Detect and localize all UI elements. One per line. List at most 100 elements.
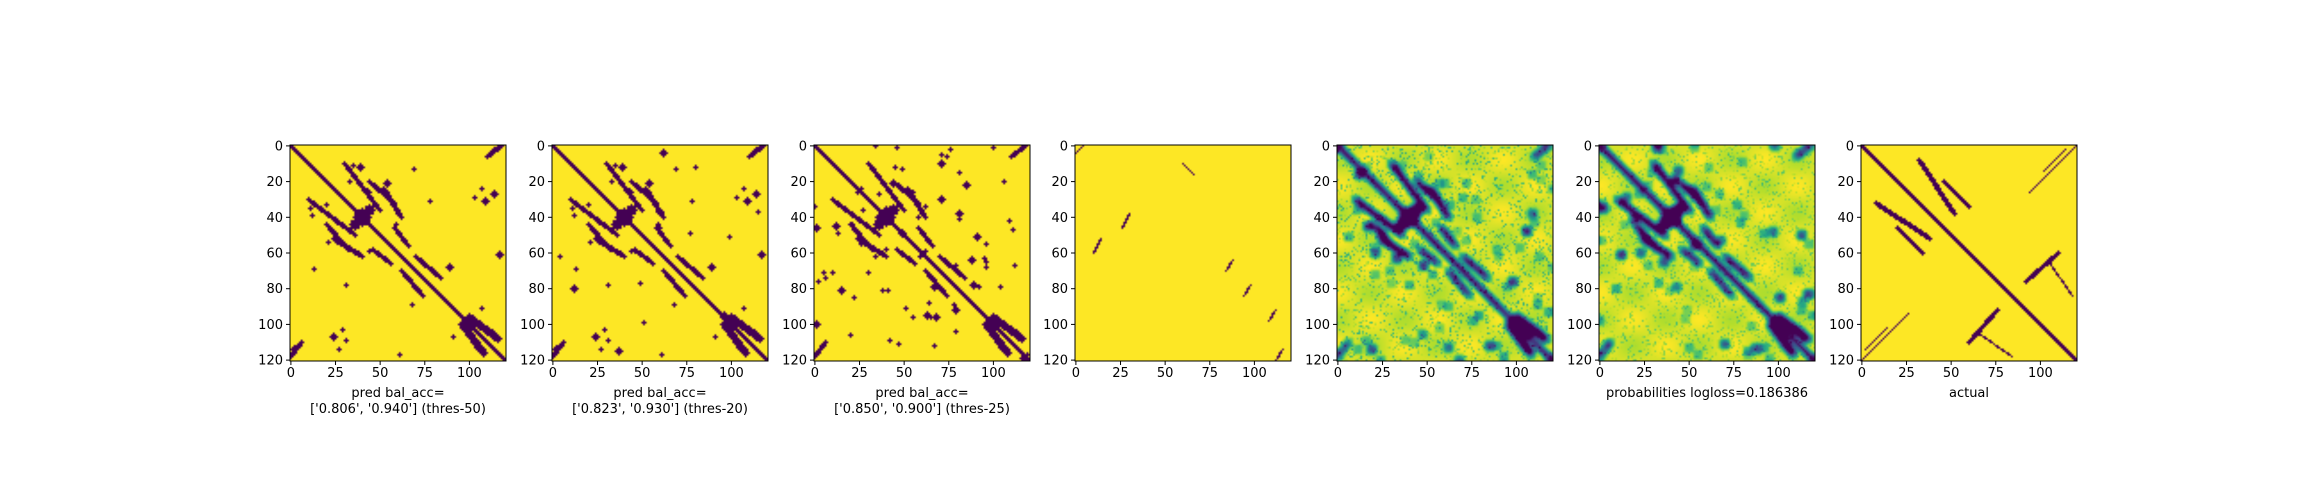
y-tick-label: 60 bbox=[1837, 247, 1854, 262]
heatmap-image-7 bbox=[1861, 145, 2077, 361]
y-tick-label: 20 bbox=[1313, 175, 1330, 190]
x-tick-label: 25 bbox=[589, 366, 606, 381]
x-tick-label: 100 bbox=[1504, 366, 1529, 381]
heatmap-panel-7: 0 25 50 75 100 0 20 40 60 80 100 120 actual bbox=[1829, 139, 2078, 401]
x-axis-label: actual bbox=[1949, 386, 1989, 401]
x-tick-label: 100 bbox=[457, 366, 482, 381]
x-tick-label: 0 bbox=[1072, 366, 1080, 381]
x-axis-label-line: ['0.806', '0.940'] (thres-50) bbox=[310, 402, 486, 417]
y-tick-label: 120 bbox=[1829, 354, 1854, 369]
y-tick-label: 60 bbox=[1313, 247, 1330, 262]
y-tick-label: 60 bbox=[266, 247, 283, 262]
x-axis-label-line: ['0.823', '0.930'] (thres-20) bbox=[572, 402, 748, 417]
x-tick-label: 25 bbox=[1898, 366, 1915, 381]
heatmap-image-5 bbox=[1337, 145, 1553, 361]
y-tick-label: 80 bbox=[1313, 282, 1330, 297]
x-tick-label: 75 bbox=[417, 366, 434, 381]
heatmap-panel-3: 0 25 50 75 100 0 20 40 60 80 100 120 pred bal_acc= ['… bbox=[782, 139, 1031, 417]
y-tick-label: 20 bbox=[528, 175, 545, 190]
y-tick-label: 120 bbox=[782, 354, 807, 369]
y-tick-label: 40 bbox=[1051, 211, 1068, 226]
x-axis-label-line: pred bal_acc= bbox=[875, 386, 968, 401]
heatmap-image-2 bbox=[552, 145, 768, 361]
x-tick-label: 75 bbox=[1202, 366, 1219, 381]
x-axis-label: pred bal_acc= ['0.823', '0.930'] (thres-2… bbox=[572, 386, 748, 417]
y-tick-label: 100 bbox=[1829, 318, 1854, 333]
y-tick-label: 120 bbox=[1305, 354, 1330, 369]
x-tick-label: 50 bbox=[1419, 366, 1436, 381]
y-tick-label: 20 bbox=[1051, 175, 1068, 190]
x-tick-label: 50 bbox=[634, 366, 651, 381]
y-tick-label: 20 bbox=[790, 175, 807, 190]
y-tick-label: 0 bbox=[1846, 139, 1854, 154]
y-tick-label: 40 bbox=[1313, 211, 1330, 226]
y-tick-label: 40 bbox=[528, 211, 545, 226]
y-tick-label: 80 bbox=[1575, 282, 1592, 297]
y-tick-label: 100 bbox=[782, 318, 807, 333]
x-tick-label: 0 bbox=[1596, 366, 1604, 381]
x-axis-label-line: probabilities logloss=0.186386 bbox=[1606, 386, 1808, 401]
x-tick-label: 25 bbox=[1374, 366, 1391, 381]
x-tick-label: 75 bbox=[941, 366, 958, 381]
x-tick-label: 75 bbox=[679, 366, 696, 381]
y-tick-label: 0 bbox=[799, 139, 807, 154]
x-tick-label: 25 bbox=[1112, 366, 1129, 381]
x-axis-label: pred bal_acc= ['0.850', '0.900'] (thres-2… bbox=[834, 386, 1010, 417]
heatmap-panel-2: 0 25 50 75 100 0 20 40 60 80 100 120 pred bal_acc= ['… bbox=[520, 139, 769, 417]
y-tick-label: 100 bbox=[1305, 318, 1330, 333]
heatmap-image-6 bbox=[1599, 145, 1815, 361]
y-tick-label: 80 bbox=[528, 282, 545, 297]
y-tick-label: 0 bbox=[537, 139, 545, 154]
y-tick-label: 40 bbox=[1837, 211, 1854, 226]
heatmap-panel-4: 0 25 50 75 100 0 20 40 60 80 100 120 bbox=[1043, 139, 1292, 381]
x-tick-label: 75 bbox=[1464, 366, 1481, 381]
heatmap-image-4 bbox=[1075, 145, 1291, 361]
x-tick-label: 25 bbox=[851, 366, 868, 381]
y-tick-label: 20 bbox=[1575, 175, 1592, 190]
x-tick-label: 100 bbox=[981, 366, 1006, 381]
y-tick-label: 20 bbox=[266, 175, 283, 190]
y-tick-label: 0 bbox=[1060, 139, 1068, 154]
x-axis-label: probabilities logloss=0.186386 bbox=[1606, 386, 1808, 401]
y-tick-label: 100 bbox=[258, 318, 283, 333]
x-tick-label: 25 bbox=[327, 366, 344, 381]
x-axis-label: pred bal_acc= ['0.806', '0.940'] (thres-5… bbox=[310, 386, 486, 417]
y-tick-label: 0 bbox=[275, 139, 283, 154]
x-tick-label: 75 bbox=[1726, 366, 1743, 381]
y-tick-label: 60 bbox=[790, 247, 807, 262]
y-tick-label: 100 bbox=[1567, 318, 1592, 333]
x-tick-label: 0 bbox=[811, 366, 819, 381]
x-tick-label: 0 bbox=[287, 366, 295, 381]
heatmap-panel-6: 0 25 50 75 100 0 20 40 60 80 100 120 probabilities l… bbox=[1567, 139, 1816, 401]
x-tick-label: 25 bbox=[1636, 366, 1653, 381]
x-tick-label: 50 bbox=[1157, 366, 1174, 381]
heatmap-image-1 bbox=[290, 145, 506, 361]
y-tick-label: 60 bbox=[1575, 247, 1592, 262]
x-tick-label: 50 bbox=[1681, 366, 1698, 381]
y-tick-label: 120 bbox=[1567, 354, 1592, 369]
y-tick-label: 100 bbox=[520, 318, 545, 333]
x-axis-label-line: ['0.850', '0.900'] (thres-25) bbox=[834, 402, 1010, 417]
y-tick-label: 0 bbox=[1322, 139, 1330, 154]
y-tick-label: 80 bbox=[1837, 282, 1854, 297]
x-tick-label: 50 bbox=[372, 366, 389, 381]
x-tick-label: 0 bbox=[549, 366, 557, 381]
x-axis-label-line: pred bal_acc= bbox=[351, 386, 444, 401]
y-tick-label: 120 bbox=[1043, 354, 1068, 369]
x-tick-label: 100 bbox=[1766, 366, 1791, 381]
x-tick-label: 100 bbox=[719, 366, 744, 381]
x-tick-label: 100 bbox=[2028, 366, 2053, 381]
y-tick-label: 60 bbox=[1051, 247, 1068, 262]
y-tick-label: 100 bbox=[1043, 318, 1068, 333]
y-tick-label: 20 bbox=[1837, 175, 1854, 190]
x-tick-label: 50 bbox=[1943, 366, 1960, 381]
x-tick-label: 0 bbox=[1334, 366, 1342, 381]
x-tick-label: 75 bbox=[1988, 366, 2005, 381]
heatmap-panel-5: 0 25 50 75 100 0 20 40 60 80 100 120 bbox=[1305, 139, 1554, 381]
y-tick-label: 120 bbox=[520, 354, 545, 369]
y-tick-label: 40 bbox=[790, 211, 807, 226]
x-axis-label-line: pred bal_acc= bbox=[613, 386, 706, 401]
y-tick-label: 0 bbox=[1584, 139, 1592, 154]
y-tick-label: 60 bbox=[528, 247, 545, 262]
